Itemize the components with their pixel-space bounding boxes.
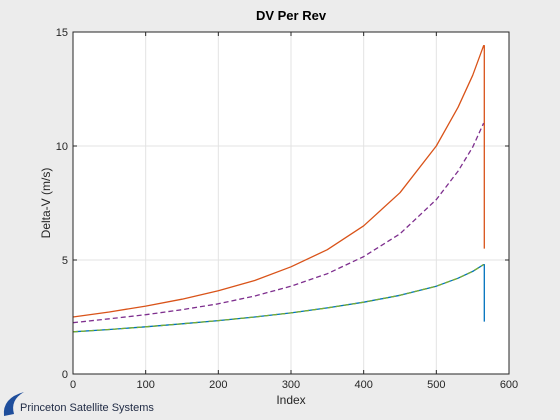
axes [72, 31, 510, 375]
axes-box [72, 31, 510, 375]
x-tick-label: 600 [500, 379, 518, 391]
x-tick-label: 100 [136, 379, 154, 391]
chart-title: DV Per Rev [256, 8, 327, 23]
series-line-4 [72, 264, 484, 333]
company-logo: Princeton Satellite Systems [3, 392, 154, 416]
series-line-1 [72, 45, 485, 318]
y-axis-label: Delta-V (m/s) [39, 168, 53, 239]
x-tick-label: 0 [70, 379, 76, 391]
x-tick-label: 400 [354, 379, 372, 391]
series-line-2 [72, 122, 485, 324]
x-tick-label: 200 [209, 379, 227, 391]
y-tick-label: 15 [56, 27, 68, 39]
y-tick-label: 5 [62, 255, 68, 267]
x-tick-label: 500 [427, 379, 445, 391]
x-axis-label: Index [276, 393, 305, 407]
y-tick-label: 10 [56, 141, 68, 153]
x-tick-label: 300 [282, 379, 300, 391]
tick-labels: 0 100 200 300 400 500 600 0 5 10 15 [56, 27, 518, 391]
logo-swoosh-icon [3, 392, 24, 416]
y-tick-label: 0 [62, 369, 68, 381]
logo-text: Princeton Satellite Systems [20, 402, 154, 414]
series-layer [72, 45, 485, 333]
